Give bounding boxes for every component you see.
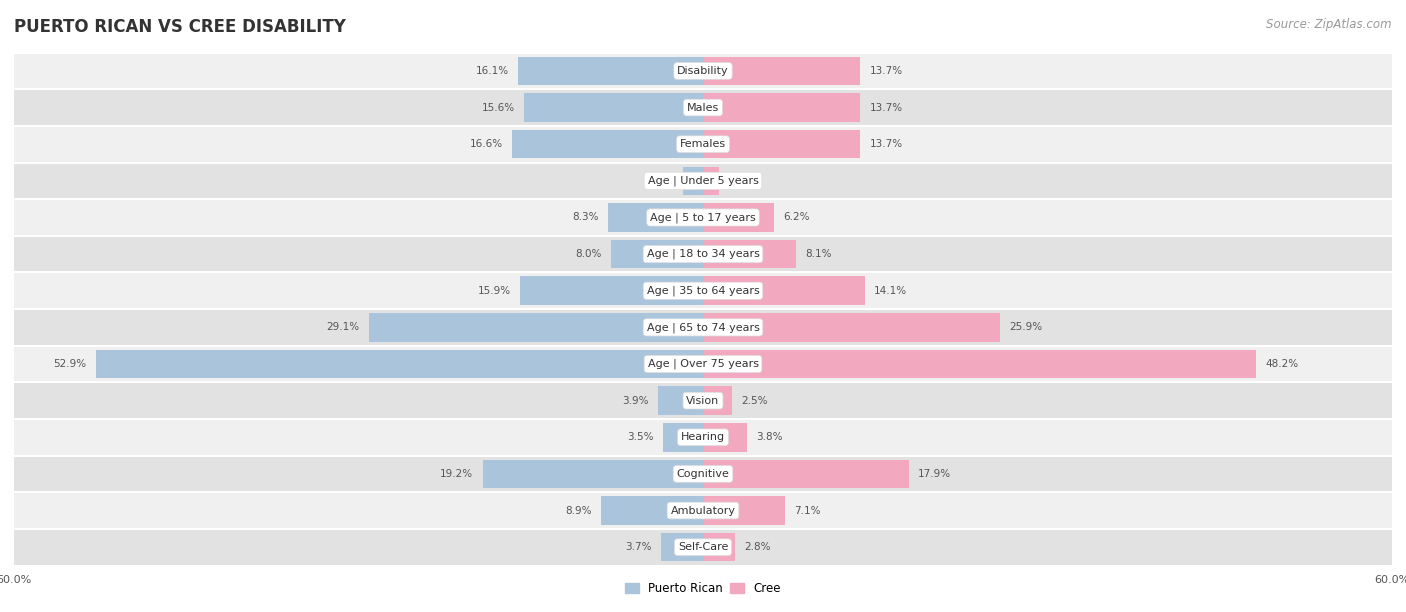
Text: PUERTO RICAN VS CREE DISABILITY: PUERTO RICAN VS CREE DISABILITY bbox=[14, 18, 346, 36]
Legend: Puerto Rican, Cree: Puerto Rican, Cree bbox=[620, 577, 786, 600]
Text: 13.7%: 13.7% bbox=[869, 66, 903, 76]
Text: Cognitive: Cognitive bbox=[676, 469, 730, 479]
Bar bbox=[14, 419, 1392, 455]
Text: 3.9%: 3.9% bbox=[623, 395, 650, 406]
Bar bbox=[612, 240, 703, 269]
Bar bbox=[368, 313, 703, 341]
Bar bbox=[14, 53, 1392, 89]
Bar bbox=[703, 423, 747, 452]
Text: 8.0%: 8.0% bbox=[575, 249, 602, 259]
Bar bbox=[703, 57, 860, 85]
Text: 6.2%: 6.2% bbox=[783, 212, 810, 223]
Text: 8.9%: 8.9% bbox=[565, 506, 592, 515]
Text: 1.4%: 1.4% bbox=[728, 176, 755, 186]
Text: Hearing: Hearing bbox=[681, 432, 725, 442]
Bar bbox=[14, 346, 1392, 382]
Text: 1.7%: 1.7% bbox=[648, 176, 675, 186]
Bar bbox=[512, 130, 703, 159]
Bar bbox=[703, 386, 731, 415]
Text: 8.3%: 8.3% bbox=[572, 212, 599, 223]
Text: 2.8%: 2.8% bbox=[744, 542, 770, 552]
Text: 15.6%: 15.6% bbox=[482, 103, 515, 113]
Bar bbox=[703, 533, 735, 561]
Bar bbox=[703, 130, 860, 159]
Text: Age | 5 to 17 years: Age | 5 to 17 years bbox=[650, 212, 756, 223]
Text: 15.9%: 15.9% bbox=[478, 286, 512, 296]
Text: 7.1%: 7.1% bbox=[794, 506, 820, 515]
Text: Age | Over 75 years: Age | Over 75 years bbox=[648, 359, 758, 369]
Bar bbox=[14, 529, 1392, 565]
Text: 14.1%: 14.1% bbox=[875, 286, 907, 296]
Bar bbox=[683, 166, 703, 195]
Bar bbox=[703, 203, 775, 232]
Text: Source: ZipAtlas.com: Source: ZipAtlas.com bbox=[1267, 18, 1392, 31]
Bar bbox=[658, 386, 703, 415]
Text: Disability: Disability bbox=[678, 66, 728, 76]
Bar bbox=[520, 277, 703, 305]
Text: Self-Care: Self-Care bbox=[678, 542, 728, 552]
Bar bbox=[14, 163, 1392, 199]
Bar bbox=[14, 455, 1392, 492]
Text: 48.2%: 48.2% bbox=[1265, 359, 1299, 369]
Text: 13.7%: 13.7% bbox=[869, 139, 903, 149]
Bar bbox=[96, 349, 703, 378]
Text: Age | 65 to 74 years: Age | 65 to 74 years bbox=[647, 322, 759, 333]
Bar bbox=[703, 460, 908, 488]
Bar bbox=[662, 423, 703, 452]
Bar bbox=[519, 57, 703, 85]
Text: 3.5%: 3.5% bbox=[627, 432, 654, 442]
Text: 16.6%: 16.6% bbox=[470, 139, 503, 149]
Bar bbox=[14, 126, 1392, 163]
Bar bbox=[661, 533, 703, 561]
Text: 29.1%: 29.1% bbox=[326, 323, 360, 332]
Text: Males: Males bbox=[688, 103, 718, 113]
Text: 19.2%: 19.2% bbox=[440, 469, 474, 479]
Bar bbox=[703, 93, 860, 122]
Bar bbox=[14, 309, 1392, 346]
Bar bbox=[703, 496, 785, 525]
Text: Age | 18 to 34 years: Age | 18 to 34 years bbox=[647, 249, 759, 259]
Text: 25.9%: 25.9% bbox=[1010, 323, 1043, 332]
Bar bbox=[703, 240, 796, 269]
Text: Age | 35 to 64 years: Age | 35 to 64 years bbox=[647, 285, 759, 296]
Text: 8.1%: 8.1% bbox=[806, 249, 832, 259]
Bar bbox=[703, 313, 1001, 341]
Bar bbox=[703, 166, 718, 195]
Text: Vision: Vision bbox=[686, 395, 720, 406]
Bar bbox=[703, 277, 865, 305]
Bar bbox=[14, 236, 1392, 272]
Text: 3.7%: 3.7% bbox=[624, 542, 651, 552]
Bar bbox=[14, 89, 1392, 126]
Text: Age | Under 5 years: Age | Under 5 years bbox=[648, 176, 758, 186]
Bar bbox=[482, 460, 703, 488]
Bar bbox=[524, 93, 703, 122]
Text: 52.9%: 52.9% bbox=[53, 359, 86, 369]
Bar bbox=[600, 496, 703, 525]
Bar bbox=[14, 272, 1392, 309]
Bar bbox=[14, 199, 1392, 236]
Bar bbox=[14, 382, 1392, 419]
Bar bbox=[703, 349, 1257, 378]
Text: 2.5%: 2.5% bbox=[741, 395, 768, 406]
Text: 13.7%: 13.7% bbox=[869, 103, 903, 113]
Text: Females: Females bbox=[681, 139, 725, 149]
Text: 3.8%: 3.8% bbox=[756, 432, 782, 442]
Bar bbox=[14, 492, 1392, 529]
Text: 16.1%: 16.1% bbox=[475, 66, 509, 76]
Text: 17.9%: 17.9% bbox=[918, 469, 950, 479]
Text: Ambulatory: Ambulatory bbox=[671, 506, 735, 515]
Bar bbox=[607, 203, 703, 232]
